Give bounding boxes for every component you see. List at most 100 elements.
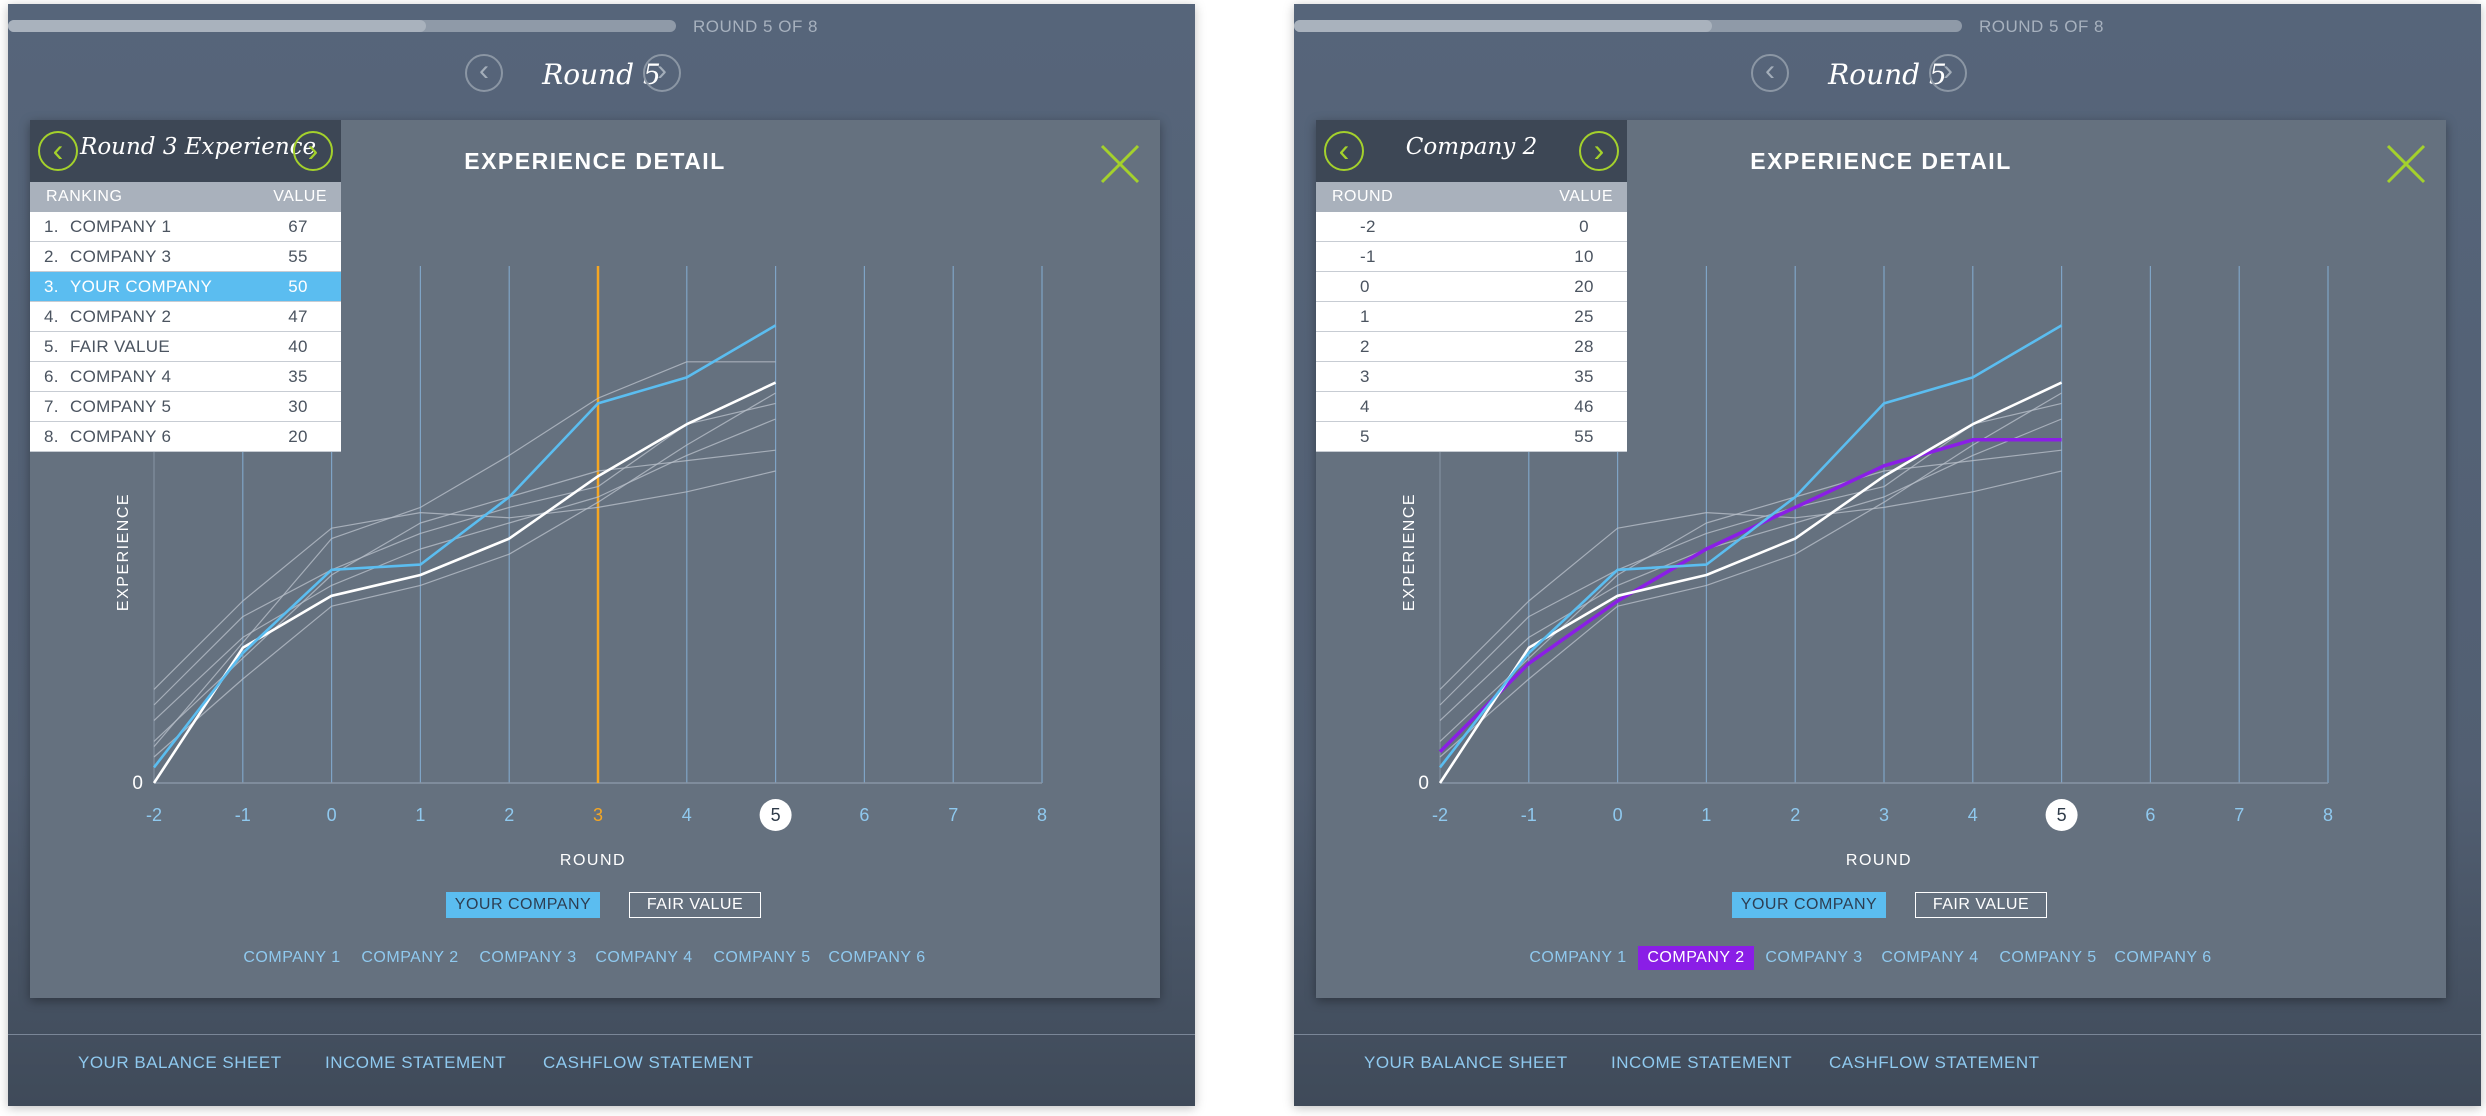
company-series-line [153, 361, 776, 747]
company-series-line [153, 402, 776, 706]
experience-chart: -2 -1 0 1 2 3 4 5 6 7 8 0 ROUND EXPERIENCE [1401, 266, 2333, 869]
next-round-button[interactable]: › [643, 54, 681, 92]
balance-sheet-link[interactable]: YOUR BALANCE SHEET [78, 1053, 282, 1072]
company-toggle-1[interactable]: COMPANY 1 [243, 949, 341, 966]
table-row[interactable]: -2 0 [1316, 212, 1627, 242]
previous-round-button[interactable]: ‹ [465, 54, 503, 92]
previous-round-button[interactable]: ‹ [1751, 54, 1789, 92]
table-header: ‹ Round 3 Experience › [30, 120, 341, 182]
x-tick-label: 4 [1968, 805, 1978, 825]
experience-detail-card: -2 -1 0 1 2 3 4 5 6 7 8 0 ROUND EXPERIENCE EXPERIENCE… [1316, 120, 2446, 998]
row-value: 50 [288, 277, 308, 296]
row-value: 55 [288, 247, 308, 266]
table-row[interactable]: 1. COMPANY 1 67 [30, 212, 341, 242]
your-company-toggle[interactable]: YOUR COMPANY [1732, 892, 1886, 918]
row-name: 1 [1360, 307, 1370, 326]
table-row[interactable]: 3 35 [1316, 362, 1627, 392]
table-title: Company 2 [1405, 134, 1538, 160]
x-tick-label: -2 [1432, 805, 1448, 825]
table-row[interactable]: 0 20 [1316, 272, 1627, 302]
close-icon[interactable] [1100, 144, 1140, 184]
x-tick-label: 0 [1613, 805, 1623, 825]
table-next-button[interactable]: › [293, 131, 333, 171]
table-row[interactable]: 6. COMPANY 4 35 [30, 362, 341, 392]
company-toggle-6[interactable]: COMPANY 6 [2114, 949, 2212, 966]
round-navigation: ‹ Round 5 › [1294, 54, 2481, 100]
next-round-button[interactable]: › [1929, 54, 1967, 92]
company-toggle-4[interactable]: COMPANY 4 [595, 949, 693, 966]
row-value: 20 [288, 427, 308, 446]
row-name: 2 [1360, 337, 1370, 356]
table-row[interactable]: 4. COMPANY 2 47 [30, 302, 341, 332]
company-toggle-5[interactable]: COMPANY 5 [1999, 949, 2097, 966]
row-name: -1 [1360, 247, 1376, 266]
chevron-left-icon: ‹ [1338, 132, 1350, 168]
round-progress-fill [8, 20, 426, 32]
fair-value-toggle[interactable]: FAIR VALUE [1915, 892, 2047, 918]
company-toggle-3[interactable]: COMPANY 3 [1765, 949, 1863, 966]
x-tick-label: -1 [1521, 805, 1537, 825]
close-icon[interactable] [2386, 144, 2426, 184]
table-title: Round 3 Experience [80, 134, 317, 160]
table-column-headers: RANKING VALUE [30, 182, 341, 212]
table-prev-button[interactable]: ‹ [38, 131, 78, 171]
table-row[interactable]: 4 46 [1316, 392, 1627, 422]
row-value: 35 [1574, 367, 1594, 386]
x-tick-label: 7 [948, 805, 958, 825]
row-name: COMPANY 5 [70, 397, 172, 416]
row-rank: 6. [44, 367, 59, 386]
table-row[interactable]: 1 25 [1316, 302, 1627, 332]
income-statement-link[interactable]: INCOME STATEMENT [325, 1053, 507, 1072]
table-row[interactable]: -1 10 [1316, 242, 1627, 272]
cashflow-statement-link[interactable]: CASHFLOW STATEMENT [1829, 1053, 2040, 1072]
company-toggle-2[interactable]: COMPANY 2 [1638, 946, 1754, 970]
row-value: 0 [1579, 217, 1589, 236]
table-row[interactable]: 5. FAIR VALUE 40 [30, 332, 341, 362]
table-next-button[interactable]: › [1579, 131, 1619, 171]
row-name: 5 [1360, 427, 1370, 446]
company-toggle-1[interactable]: COMPANY 1 [1529, 949, 1627, 966]
company-toggle-2[interactable]: COMPANY 2 [361, 949, 459, 966]
company-toggle-6[interactable]: COMPANY 6 [828, 949, 926, 966]
row-name: COMPANY 4 [70, 367, 172, 386]
company-toggle-list: COMPANY 1 COMPANY 2 COMPANY 3 COMPANY 4 COMP… [30, 946, 1160, 970]
chevron-right-icon: › [1943, 54, 1953, 87]
row-value: 47 [288, 307, 308, 326]
row-name: 4 [1360, 397, 1370, 416]
row-value: 46 [1574, 397, 1594, 416]
table-row[interactable]: 3. YOUR COMPANY 50 [30, 272, 341, 302]
your-company-line [152, 324, 777, 769]
company-toggle-5[interactable]: COMPANY 5 [713, 949, 811, 966]
row-name: FAIR VALUE [70, 337, 170, 356]
table-row[interactable]: 2 28 [1316, 332, 1627, 362]
row-value: 67 [288, 217, 308, 236]
cashflow-statement-link[interactable]: CASHFLOW STATEMENT [543, 1053, 754, 1072]
income-statement-link[interactable]: INCOME STATEMENT [1611, 1053, 1793, 1072]
x-tick-label: 8 [2323, 805, 2333, 825]
table-prev-button[interactable]: ‹ [1324, 131, 1364, 171]
table-row[interactable]: 8. COMPANY 6 20 [30, 422, 341, 452]
your-company-toggle[interactable]: YOUR COMPANY [446, 892, 600, 918]
row-rank: 3. [44, 277, 59, 296]
table-row[interactable]: 2. COMPANY 3 55 [30, 242, 341, 272]
round-progress-label: ROUND 5 OF 8 [1979, 17, 2105, 36]
x-tick-label: 2 [504, 805, 514, 825]
row-rank: 1. [44, 217, 59, 236]
fair-value-toggle[interactable]: FAIR VALUE [629, 892, 761, 918]
x-tick-label: -1 [235, 805, 251, 825]
company-series-line [153, 449, 776, 742]
experience-chart: -2 -1 0 1 2 3 4 5 6 7 8 0 ROUND EXPERIENCE [115, 266, 1047, 869]
footer-nav: YOUR BALANCE SHEET INCOME STATEMENT CASH… [8, 1034, 1195, 1107]
table-row[interactable]: 7. COMPANY 5 30 [30, 392, 341, 422]
row-rank: 8. [44, 427, 59, 446]
company-toggle-3[interactable]: COMPANY 3 [479, 949, 577, 966]
x-tick-label: 0 [327, 805, 337, 825]
company-toggle-4[interactable]: COMPANY 4 [1881, 949, 1979, 966]
x-axis-label: ROUND [560, 852, 626, 869]
x-tick-label: 5 [771, 805, 781, 825]
balance-sheet-link[interactable]: YOUR BALANCE SHEET [1364, 1053, 1568, 1072]
round-progress-bar [1294, 20, 1962, 32]
table-row[interactable]: 5 55 [1316, 422, 1627, 452]
current-round-marker [2045, 799, 2078, 831]
company-series-line [1439, 392, 2062, 758]
